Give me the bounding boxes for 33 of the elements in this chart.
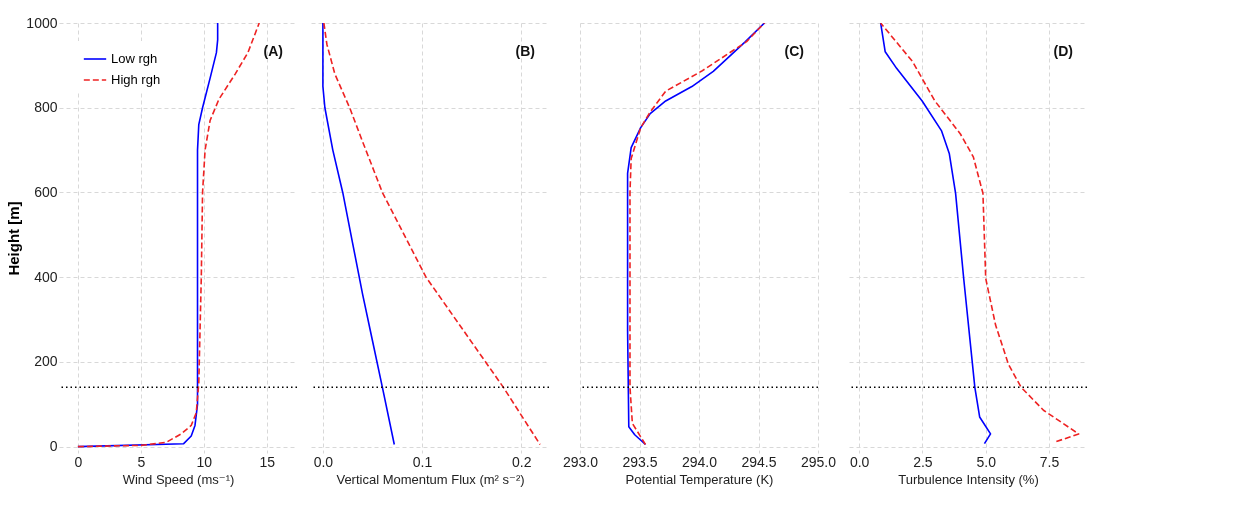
legend-label: Low rgh — [111, 51, 158, 66]
x-axis-title: Vertical Momentum Flux (m² s⁻²) — [336, 471, 525, 487]
x-tick-label: 294.5 — [741, 453, 777, 470]
y-tick-label: 200 — [34, 353, 58, 370]
x-tick-label: 0 — [74, 453, 83, 470]
x-tick-label: 10 — [196, 453, 213, 470]
x-tick-label: 295.0 — [800, 453, 837, 470]
y-tick-label: 800 — [34, 99, 58, 116]
x-tick-label: 294.0 — [681, 453, 718, 470]
annotation: (A) — [263, 43, 283, 59]
y-tick-label: 400 — [34, 268, 58, 285]
x-tick-label: 5.0 — [976, 453, 997, 470]
y-tick-label: 1000 — [26, 14, 58, 31]
x-tick-label: 293.0 — [562, 453, 599, 470]
x-axis-title: Wind Speed (ms⁻¹) — [122, 471, 235, 487]
y-tick-label: 600 — [34, 183, 58, 200]
y-axis-title: Height [m] — [5, 201, 23, 276]
x-tick-label: 293.5 — [622, 453, 658, 470]
annotation: (C) — [784, 43, 804, 59]
annotation: (B) — [515, 43, 535, 59]
x-tick-label: 5 — [137, 453, 146, 470]
x-axis-title: Turbulence Intensity (%) — [898, 471, 1039, 487]
x-tick-label: 7.5 — [1039, 453, 1060, 470]
x-axis-title: Potential Temperature (K) — [625, 471, 774, 487]
y-tick-label: 0 — [49, 438, 58, 455]
x-tick-label: 0.1 — [412, 453, 433, 470]
x-tick-label: 0.0 — [849, 453, 870, 470]
x-tick-label: 15 — [259, 453, 276, 470]
annotation: (D) — [1053, 43, 1073, 59]
x-tick-label: 0.0 — [313, 453, 334, 470]
x-tick-label: 0.2 — [512, 453, 532, 470]
legend-label: High rgh — [111, 72, 161, 87]
x-tick-label: 2.5 — [913, 453, 933, 470]
